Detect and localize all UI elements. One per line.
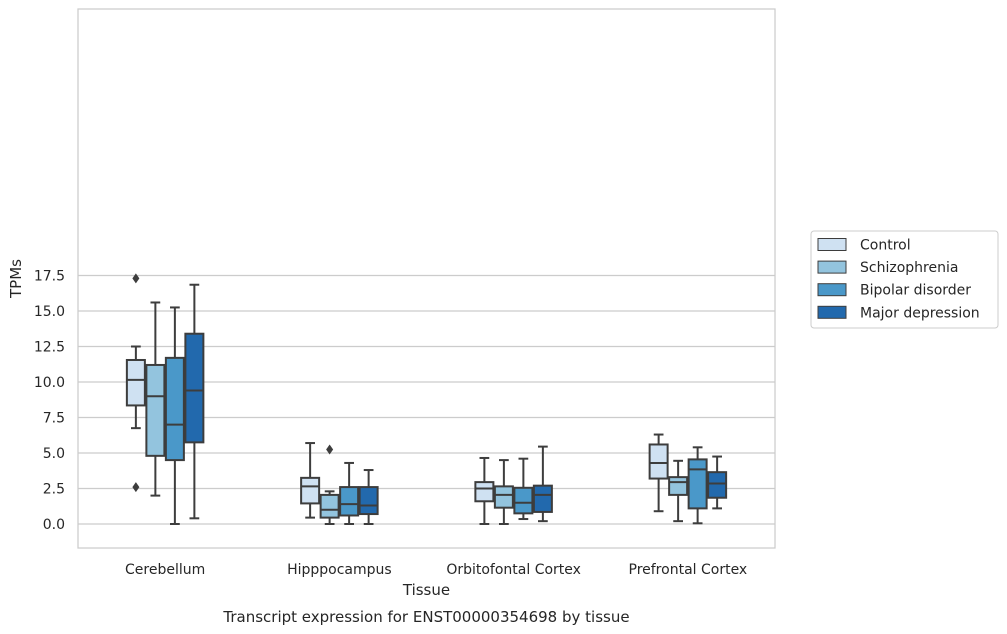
box-body [125, 358, 146, 407]
box-body [145, 363, 166, 457]
y-tick-label: 10.0 [34, 375, 65, 391]
legend-swatch [817, 238, 847, 251]
box-body [474, 481, 495, 503]
box-3-0 [648, 433, 669, 513]
outlier-point [326, 444, 334, 455]
box-2-2 [513, 457, 534, 521]
box-body [687, 458, 708, 510]
box-3-1 [668, 459, 689, 523]
box-body [668, 476, 689, 496]
legend-swatch [817, 283, 847, 297]
box-body [358, 486, 379, 516]
legend-label: Bipolar disorder [860, 283, 971, 299]
x-tick-label: Prefrontal Cortex [629, 562, 748, 578]
box-0-2 [164, 306, 185, 525]
x-tick-labels: Cerebellum Hipppocampus Orbitofontal Corte… [125, 562, 747, 578]
y-tick-labels: 0.0 2.5 5.0 7.5 10.0 12.5 15.0 17.5 [34, 269, 65, 534]
box-3-2 [687, 446, 708, 525]
outlier-point [132, 482, 140, 493]
box-0-0 [125, 273, 146, 493]
legend-swatch [817, 260, 847, 274]
y-tick-label: 12.5 [34, 340, 65, 356]
y-tick-label: 15.0 [34, 304, 65, 320]
box-2-1 [493, 459, 514, 525]
legend: Control Schizophrenia Bipolar disorder Majo… [810, 230, 999, 329]
box-body [339, 486, 360, 517]
box-body [707, 471, 728, 499]
box-body [513, 486, 534, 515]
y-tick-label: 7.5 [43, 411, 65, 427]
chart-caption: Transcript expression for ENST0000035469… [222, 608, 629, 626]
legend-frame [810, 230, 999, 329]
box-1-2 [339, 461, 360, 525]
box-body [493, 485, 514, 509]
plot-frame [77, 8, 776, 549]
y-tick-label: 2.5 [43, 482, 65, 498]
x-tick-label: Orbitofontal Cortex [446, 562, 581, 578]
y-tick-label: 0.0 [43, 517, 65, 533]
y-tick-label: 5.0 [43, 446, 65, 462]
y-axis-label: TPMs [7, 259, 25, 299]
box-body [532, 484, 553, 513]
box-3-3 [707, 455, 728, 510]
box-1-0 [300, 442, 321, 519]
box-1-1 [319, 444, 340, 525]
x-tick-label: Hipppocampus [287, 562, 392, 578]
box-body [184, 332, 205, 444]
box-2-0 [474, 456, 495, 525]
y-tick-label: 17.5 [34, 269, 65, 285]
box-1-3 [358, 469, 379, 525]
box-body [319, 493, 340, 519]
box-body [164, 356, 185, 462]
x-tick-label: Cerebellum [125, 562, 205, 578]
legend-label: Control [860, 238, 911, 254]
outlier-point [132, 273, 140, 284]
legend-label: Schizophrenia [860, 260, 958, 276]
box-2-3 [532, 445, 553, 523]
x-axis-label: Tissue [402, 581, 450, 599]
box-0-1 [145, 301, 166, 497]
box-body [300, 476, 321, 505]
legend-swatch [817, 305, 847, 319]
legend-label: Major depression [860, 305, 980, 321]
box-0-3 [184, 283, 205, 520]
box-series [125, 273, 728, 525]
box-body [648, 443, 669, 480]
